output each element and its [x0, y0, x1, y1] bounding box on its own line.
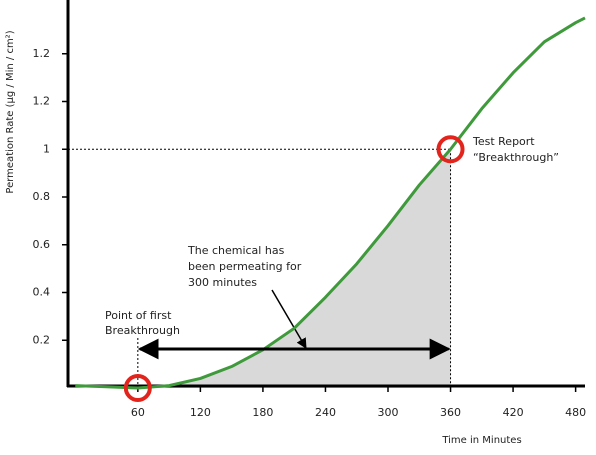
y-tick-label: 1.2 — [33, 95, 51, 108]
x-tick-label: 360 — [440, 406, 461, 419]
pointer-arrow — [271, 289, 307, 349]
y-tick-label: 1 — [43, 142, 50, 155]
annotation: The chemical has — [187, 244, 285, 257]
y-tick-label: 1.2 — [33, 47, 51, 60]
x-tick-label: 180 — [252, 406, 273, 419]
shaded-area — [137, 149, 451, 388]
breakthrough-marker — [436, 135, 465, 164]
annotation: Point of first — [105, 309, 172, 322]
y-tick-label: 0.4 — [33, 286, 51, 299]
annotation: been permeating for — [188, 260, 302, 273]
y-tick-label: 0.2 — [33, 333, 51, 346]
x-axis-label: Time in Minutes — [441, 435, 521, 446]
y-tick-label: 0.8 — [33, 190, 51, 203]
annotation: Breakthrough — [105, 324, 180, 337]
x-tick-label: 240 — [315, 406, 336, 419]
x-tick-label: 300 — [377, 406, 398, 419]
annotation: “Breakthrough” — [473, 151, 559, 164]
x-tick-label: 120 — [190, 406, 211, 419]
x-tick-label: 60 — [131, 406, 145, 419]
x-tick-label: 480 — [565, 406, 586, 419]
annotation: Test Report — [472, 135, 535, 148]
annotation: 300 minutes — [188, 276, 257, 289]
y-axis-label: Permeation Rate (µg / Min / cm²) — [5, 30, 16, 193]
y-tick-label: 0.6 — [33, 238, 51, 251]
x-tick-label: 420 — [503, 406, 524, 419]
line — [75, 16, 586, 390]
breakthrough-marker — [123, 374, 152, 402]
